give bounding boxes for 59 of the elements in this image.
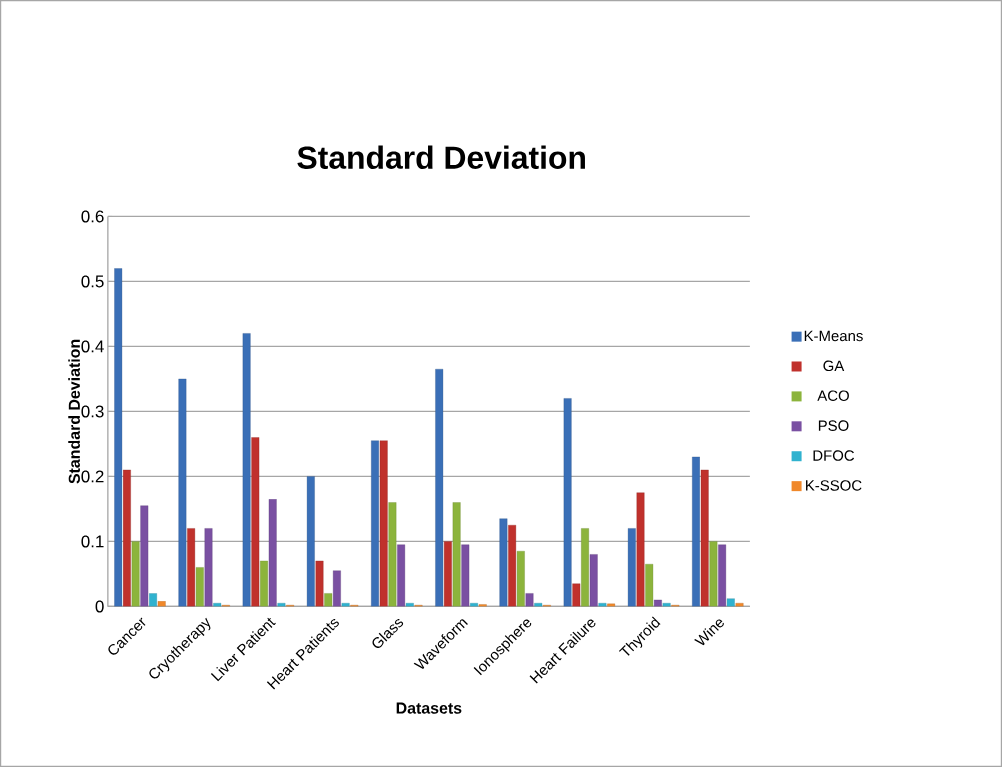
legend-label: K-SSOC [806, 480, 862, 491]
bar [700, 469, 709, 607]
bar [324, 593, 333, 607]
bar [645, 564, 654, 607]
chart-title: Standard Deviation [297, 145, 585, 169]
y-axis-title: Standard Deviation [68, 339, 80, 484]
bar [341, 603, 350, 607]
legend-label: PSO [818, 420, 849, 431]
y-tick-label: 0.4 [81, 340, 104, 353]
bar [277, 603, 286, 607]
bar [204, 528, 213, 607]
bar [572, 583, 581, 607]
bar [315, 560, 324, 607]
y-tick-label: 0 [95, 600, 104, 613]
bar [581, 528, 589, 607]
bar [131, 541, 140, 607]
bar [178, 378, 187, 607]
x-axis-title: Datasets [396, 702, 462, 714]
y-tick-label: 0.6 [81, 210, 104, 223]
bar [709, 541, 718, 607]
bar [114, 268, 123, 607]
bar [157, 601, 166, 607]
bar [692, 456, 700, 607]
bar [607, 603, 616, 607]
bar [251, 437, 260, 607]
bar [452, 502, 461, 607]
bar [260, 560, 268, 607]
bar [371, 440, 379, 607]
bar [726, 598, 735, 607]
y-tick-label: 0.1 [81, 535, 104, 548]
bar [187, 528, 196, 607]
bar [213, 603, 222, 607]
bar [534, 603, 543, 607]
bar [195, 567, 204, 607]
bar [470, 603, 478, 607]
bar [636, 492, 645, 607]
bar [444, 541, 452, 607]
bar [405, 603, 414, 607]
y-tick-label: 0.5 [81, 275, 104, 288]
bar [598, 603, 607, 607]
bar [306, 476, 315, 607]
bar [499, 518, 508, 607]
y-tick-label: 0.3 [81, 405, 104, 418]
bar [242, 333, 251, 607]
bar [508, 525, 517, 607]
bar [379, 440, 388, 607]
bar [627, 528, 636, 607]
legend-label: DFOC [813, 450, 855, 461]
bar [735, 603, 744, 607]
y-tick-label: 0.2 [81, 470, 104, 483]
legend-label: ACO [817, 390, 849, 402]
bar [388, 502, 397, 607]
legend-label: K-Means [804, 330, 863, 342]
bar [662, 603, 671, 607]
legend-label: GA [823, 360, 845, 372]
bar [435, 369, 444, 607]
bar [563, 398, 572, 607]
bar [123, 469, 131, 607]
bar [516, 551, 525, 607]
